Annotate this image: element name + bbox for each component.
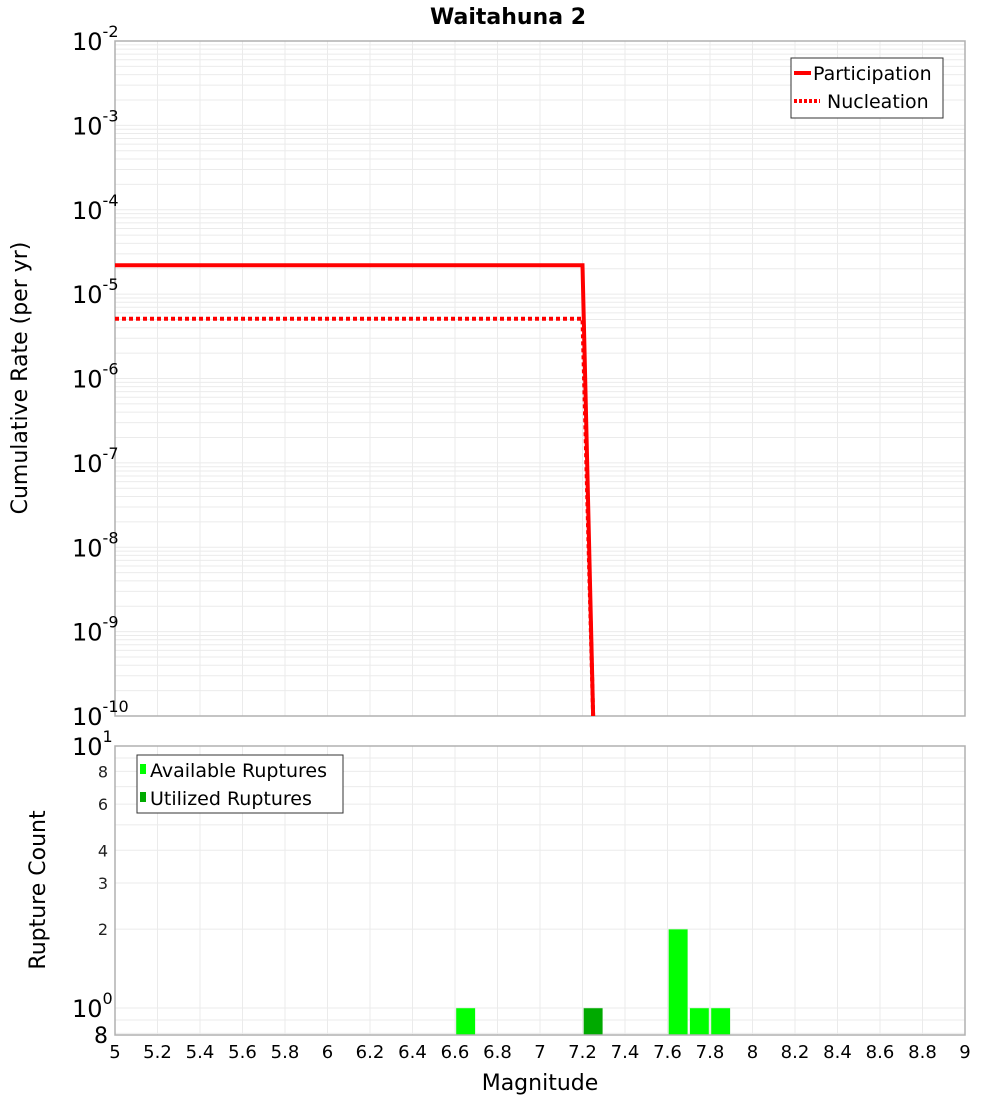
x-tick-label: 7.6: [653, 1042, 682, 1063]
legend-available: Available Ruptures: [150, 760, 327, 782]
x-tick-label: 8: [747, 1042, 758, 1063]
x-tick-label: 8.2: [781, 1042, 810, 1063]
x-axis-label: Magnitude: [482, 1071, 599, 1096]
rate-plot-grid: [115, 41, 966, 717]
participation-line: [115, 263, 596, 717]
x-tick-label: 5.8: [271, 1042, 300, 1063]
rate-plot: 10-2 10-3 10-4 10-5 10-6 10-7 10-8 10-9 10-10 Cu…: [8, 22, 966, 731]
rate-plot-y-label: Cumulative Rate (per yr): [8, 242, 33, 515]
y-tick-label: 6: [98, 795, 108, 814]
histogram-bar: [689, 1007, 710, 1036]
x-tick-label: 6.4: [398, 1042, 427, 1063]
y-tick-label: 8: [94, 1024, 108, 1049]
y-tick-label: 2: [98, 920, 108, 939]
x-tick-label: 7.4: [611, 1042, 640, 1063]
chart-title: Waitahuna 2: [430, 5, 586, 30]
x-tick-label: 7.8: [696, 1042, 725, 1063]
x-axis-ticks: 5 5.2 5.4 5.6 5.8 6 6.2 6.4 6.6 6.8 7 7.2 7.4 7.6 7.8 8…: [109, 1042, 970, 1063]
y-tick-label: 10-9: [72, 613, 119, 647]
legend-utilized: Utilized Ruptures: [150, 788, 312, 810]
count-plot-frame: [114, 745, 966, 1036]
y-tick-label: 101: [72, 727, 113, 761]
x-tick-label: 5.4: [186, 1042, 215, 1063]
histogram-bar: [455, 1007, 476, 1036]
x-tick-label: 8.4: [823, 1042, 852, 1063]
y-tick-label: 10-8: [72, 528, 119, 562]
histogram-bar: [668, 928, 688, 1036]
y-tick-label: 3: [98, 874, 108, 893]
x-tick-label: 6.6: [441, 1042, 470, 1063]
x-tick-label: 6: [322, 1042, 333, 1063]
x-tick-label: 5.2: [143, 1042, 172, 1063]
count-plot-legend: Available Ruptures Utilized Ruptures: [136, 754, 344, 814]
rate-plot-frame: [114, 40, 966, 717]
y-tick-label: 10-2: [72, 22, 119, 56]
rate-plot-series: [115, 263, 596, 717]
x-tick-label: 5.6: [228, 1042, 257, 1063]
x-tick-label: 5: [109, 1042, 120, 1063]
x-tick-label: 7.2: [568, 1042, 597, 1063]
x-tick-label: 6.8: [483, 1042, 512, 1063]
x-tick-label: 8.8: [908, 1042, 937, 1063]
histogram-bar: [583, 1007, 603, 1036]
y-tick-label: 100: [72, 989, 113, 1023]
count-plot-y-label: Rupture Count: [26, 810, 51, 970]
rate-plot-legend: Participation Nucleation: [790, 57, 944, 119]
y-tick-label: 8: [98, 762, 108, 781]
count-plot-bars: [455, 928, 731, 1036]
x-tick-label: 9: [959, 1042, 970, 1063]
available-legend-icon: [140, 764, 146, 774]
x-tick-label: 7: [534, 1042, 545, 1063]
legend-participation: Participation: [813, 63, 932, 85]
y-tick-label: 10-10: [72, 697, 129, 731]
nucleation-line: [115, 316, 596, 717]
y-tick-label: 10-6: [72, 360, 119, 394]
y-tick-label: 4: [98, 841, 108, 860]
histogram-bar: [710, 1007, 731, 1036]
utilized-legend-icon: [140, 792, 146, 802]
rate-plot-y-ticks: 10-2 10-3 10-4 10-5 10-6 10-7 10-8 10-9 10-10: [72, 22, 129, 731]
y-tick-label: 10-5: [72, 275, 119, 309]
legend-nucleation: Nucleation: [827, 91, 929, 113]
y-tick-label: 10-3: [72, 106, 119, 140]
x-tick-label: 6.2: [356, 1042, 385, 1063]
y-tick-label: 10-4: [72, 191, 119, 225]
x-tick-label: 8.6: [866, 1042, 895, 1063]
y-tick-label: 10-7: [72, 444, 119, 478]
